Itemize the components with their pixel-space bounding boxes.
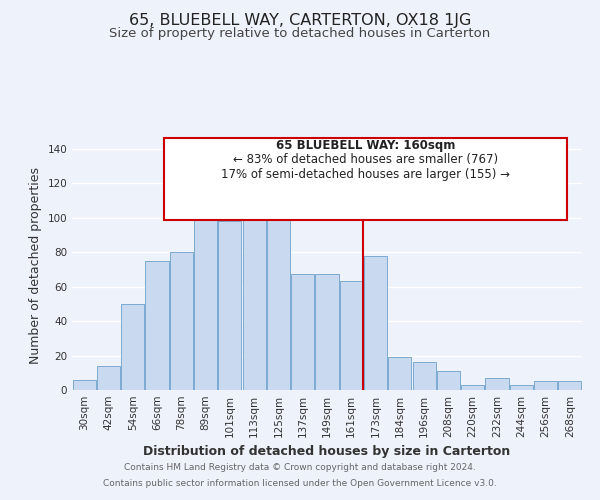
Text: Contains public sector information licensed under the Open Government Licence v3: Contains public sector information licen…: [103, 478, 497, 488]
Text: 65, BLUEBELL WAY, CARTERTON, OX18 1JG: 65, BLUEBELL WAY, CARTERTON, OX18 1JG: [129, 12, 471, 28]
Text: Size of property relative to detached houses in Carterton: Size of property relative to detached ho…: [109, 28, 491, 40]
Bar: [121, 304, 144, 390]
Bar: [267, 206, 290, 390]
Text: Contains HM Land Registry data © Crown copyright and database right 2024.: Contains HM Land Registry data © Crown c…: [124, 464, 476, 472]
Bar: [194, 186, 217, 390]
Text: ← 83% of detached houses are smaller (767): ← 83% of detached houses are smaller (76…: [233, 154, 498, 166]
Bar: [291, 274, 314, 390]
Bar: [559, 382, 581, 390]
Bar: [145, 260, 169, 390]
Bar: [510, 385, 533, 390]
Bar: [388, 357, 412, 390]
Bar: [461, 385, 484, 390]
Text: 65 BLUEBELL WAY: 160sqm: 65 BLUEBELL WAY: 160sqm: [275, 140, 455, 152]
Bar: [218, 221, 241, 390]
Bar: [437, 371, 460, 390]
Bar: [485, 378, 509, 390]
Bar: [73, 380, 95, 390]
Bar: [340, 282, 363, 390]
Bar: [170, 252, 193, 390]
Bar: [97, 366, 120, 390]
Bar: [316, 274, 338, 390]
Bar: [242, 190, 266, 390]
Bar: [364, 256, 387, 390]
Bar: [534, 382, 557, 390]
Text: 17% of semi-detached houses are larger (155) →: 17% of semi-detached houses are larger (…: [221, 168, 510, 180]
X-axis label: Distribution of detached houses by size in Carterton: Distribution of detached houses by size …: [143, 446, 511, 458]
Y-axis label: Number of detached properties: Number of detached properties: [29, 166, 42, 364]
Bar: [413, 362, 436, 390]
